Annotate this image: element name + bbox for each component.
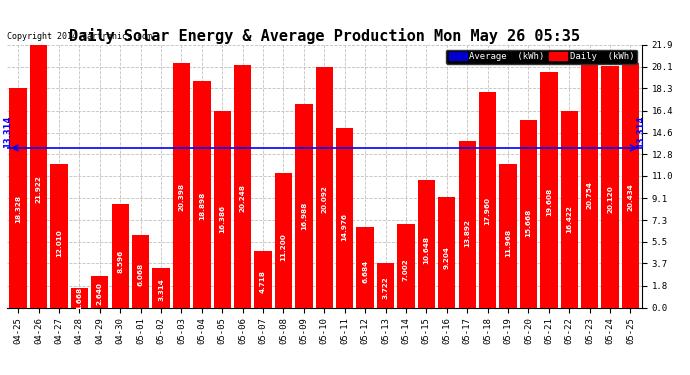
Bar [377,263,394,308]
Bar [152,268,170,308]
Bar [255,251,272,308]
Text: 6.684: 6.684 [362,260,368,283]
Bar [70,288,88,308]
Text: 1.668: 1.668 [77,287,82,310]
Bar [500,164,517,308]
Text: 11.968: 11.968 [505,229,511,257]
Text: 20.092: 20.092 [322,185,327,213]
Text: 19.608: 19.608 [546,188,552,216]
Text: 8.596: 8.596 [117,249,124,273]
Text: 16.422: 16.422 [566,205,572,233]
Bar [336,128,353,308]
Bar [438,197,455,308]
Text: 3.314: 3.314 [158,278,164,301]
Text: 15.668: 15.668 [525,209,531,237]
Text: 16.386: 16.386 [219,205,225,233]
Bar [315,67,333,308]
Bar [214,111,231,308]
Bar [50,164,68,308]
Text: 10.648: 10.648 [424,236,429,264]
Text: 20.434: 20.434 [627,183,633,211]
Text: 20.398: 20.398 [179,183,184,211]
Bar [91,276,108,308]
Text: 20.120: 20.120 [607,185,613,213]
Bar [417,180,435,308]
Text: 20.248: 20.248 [239,184,246,212]
Text: 14.976: 14.976 [342,213,348,241]
Bar [397,224,415,308]
Bar [112,204,129,308]
Text: 13.314: 13.314 [3,116,12,148]
Text: 6.068: 6.068 [137,263,144,286]
Text: 7.002: 7.002 [403,258,409,281]
Text: 4.718: 4.718 [260,271,266,294]
Text: 9.204: 9.204 [444,246,450,269]
Bar [234,65,251,308]
Title: Daily Solar Energy & Average Production Mon May 26 05:35: Daily Solar Energy & Average Production … [69,28,580,44]
Text: 17.960: 17.960 [484,196,491,225]
Text: Copyright 2014 Cartronics.com: Copyright 2014 Cartronics.com [7,32,152,41]
Bar [622,63,639,308]
Text: 11.200: 11.200 [280,233,286,261]
Bar [132,235,149,308]
Bar [459,141,476,308]
Text: 13.314: 13.314 [636,116,645,148]
Bar [602,66,619,308]
Text: 18.328: 18.328 [15,195,21,223]
Bar [30,45,47,308]
Bar [275,173,292,308]
Bar [295,104,313,308]
Legend: Average  (kWh), Daily  (kWh): Average (kWh), Daily (kWh) [446,50,637,64]
Bar [172,63,190,308]
Bar [357,227,374,308]
Text: 3.722: 3.722 [382,276,388,299]
Text: 18.898: 18.898 [199,192,205,220]
Bar [10,88,27,308]
Bar [540,72,558,308]
Bar [479,92,496,308]
Text: 12.010: 12.010 [56,229,62,256]
Text: 21.922: 21.922 [36,176,41,203]
Bar [520,120,537,308]
Text: 20.754: 20.754 [586,182,593,210]
Bar [193,81,210,308]
Bar [581,59,598,308]
Text: 2.640: 2.640 [97,282,103,305]
Text: 13.892: 13.892 [464,219,470,247]
Text: 16.988: 16.988 [301,202,307,230]
Bar [560,111,578,308]
